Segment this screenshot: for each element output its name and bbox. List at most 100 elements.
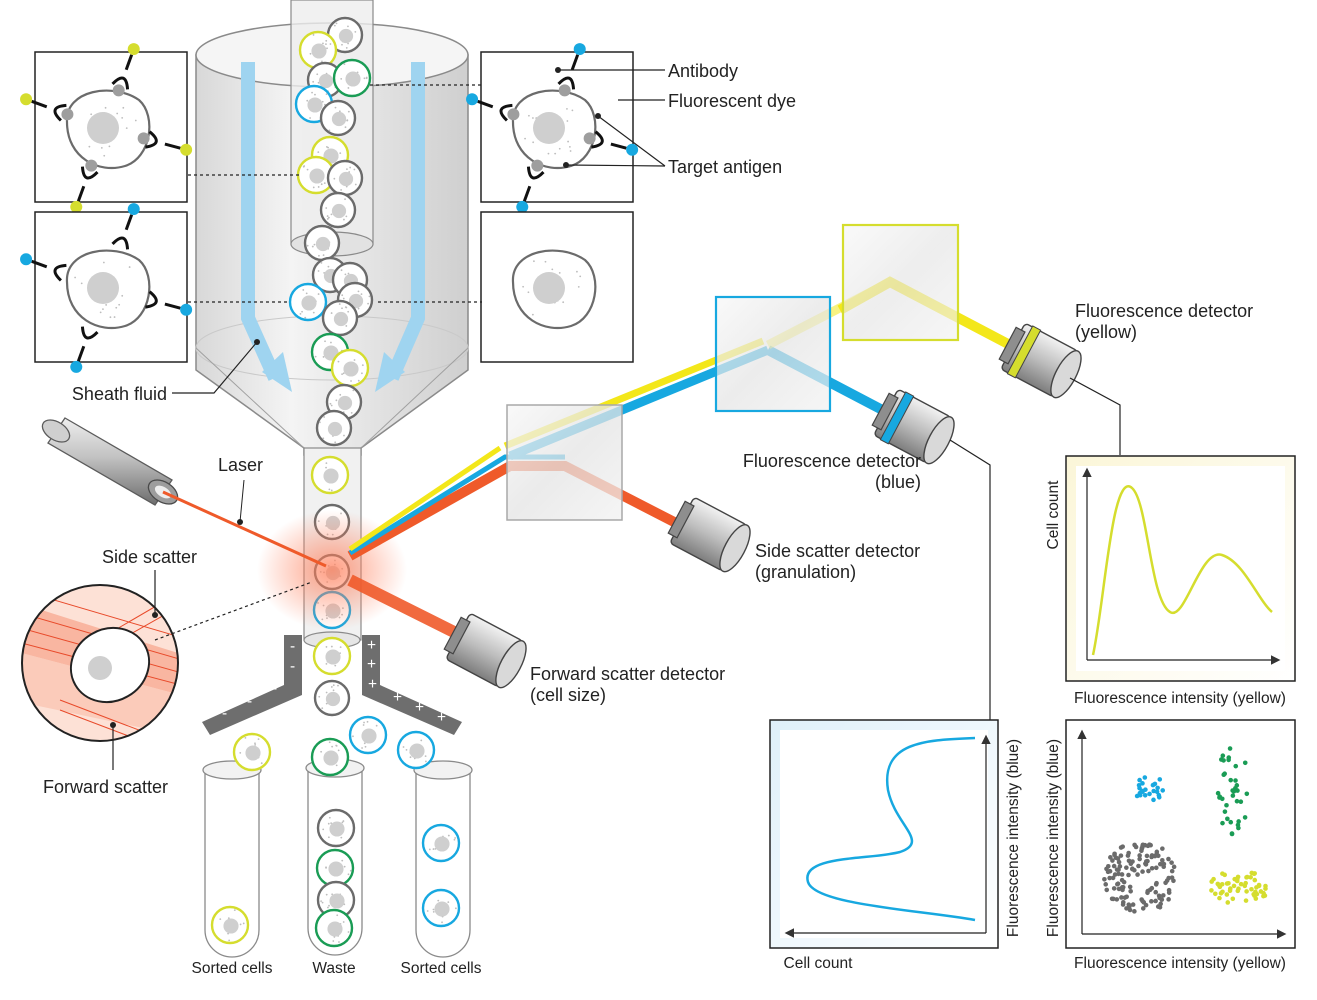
scatter-dot [1137, 856, 1142, 862]
scatter-dot [1261, 893, 1266, 899]
scatter-dot [1135, 872, 1140, 877]
scatter-dot [1169, 868, 1175, 874]
scatter-dot [1253, 896, 1259, 901]
cell [310, 455, 350, 495]
scatter-dot [1236, 825, 1241, 831]
scatter-dot [1140, 898, 1145, 904]
scatter-dot [1136, 782, 1142, 788]
scatter-dot [1158, 901, 1163, 907]
scatter-dot [1164, 878, 1170, 883]
deflection-plate-negative: - - - - - [202, 635, 302, 735]
target-antigen-label: Target antigen [668, 157, 782, 177]
scatter-dot [1231, 789, 1237, 794]
scatter-dot [1116, 871, 1121, 877]
scatter-dot [1136, 863, 1141, 869]
fluorescence-detector-blue-sublabel: (blue) [875, 472, 921, 492]
scatter-dot [1117, 864, 1123, 869]
scatter-dot [1157, 777, 1163, 782]
scatter-dot [1119, 872, 1125, 877]
scatter-zoom-circle [21, 584, 179, 742]
scatter-dot [1155, 785, 1160, 791]
scatter-dot [1160, 893, 1166, 898]
scatter-dot [1238, 881, 1244, 887]
cell [310, 737, 350, 777]
cell [421, 888, 461, 928]
yellow-hist-ylabel: Cell count [1045, 480, 1062, 550]
scatter-dot [1126, 902, 1132, 907]
scatter-dot [1248, 874, 1253, 880]
fluorescence-detector-yellow-sublabel: (yellow) [1075, 322, 1137, 342]
beam-splitter-3 [841, 223, 960, 342]
cell [319, 191, 357, 229]
scatter-dot [1160, 788, 1166, 793]
scatter-dot [1133, 844, 1139, 850]
scatter-dot [1166, 856, 1171, 862]
scatter-dot [1144, 853, 1150, 859]
plus-sign: + [367, 656, 376, 673]
sheath-flow-arrows [241, 62, 425, 381]
cell [348, 715, 388, 755]
scatter-dot [1228, 777, 1234, 783]
scatter-dot [1235, 888, 1241, 894]
scatter-dot [1127, 907, 1133, 913]
blue-hist-xlabel: Cell count [784, 955, 854, 972]
fluorescent-dye-label: Fluorescent dye [668, 91, 796, 111]
scatter-dot [1222, 771, 1227, 777]
scatter-dot [1140, 906, 1146, 911]
scatter-dot [1226, 757, 1231, 763]
cell [321, 299, 359, 337]
scatter-dot [1124, 865, 1129, 870]
scatter-dot [1111, 863, 1117, 869]
scatter-dot [1114, 897, 1120, 902]
scatter-dot [1126, 872, 1131, 878]
scatter-dot [1149, 865, 1155, 871]
scatter-dot [1244, 791, 1250, 797]
scatter-dot [1225, 816, 1230, 822]
scatter-dot [1149, 899, 1154, 904]
cell [315, 848, 355, 888]
scatter-dot [1137, 777, 1142, 783]
fluorescence-detector-yellow [998, 323, 1082, 399]
scatter-dot [1130, 866, 1135, 872]
scatter-dot [1252, 871, 1257, 876]
scatter-dot [1254, 885, 1259, 890]
scatter-dot [1230, 793, 1236, 798]
scatter-dots [1102, 746, 1268, 914]
side-scatter-label: Side scatter [102, 547, 197, 567]
laser-leader [239, 479, 245, 523]
scatter-dot [1263, 883, 1268, 889]
side-scatter-detector-label: Side scatter detector [755, 541, 920, 561]
cell [315, 409, 353, 447]
scatter-dot [1242, 815, 1248, 820]
blue-histogram-plot: Fluorescence intensity (blue) Cell count [769, 719, 1022, 972]
scatter-dot [1112, 852, 1117, 858]
scatter-dot [1216, 882, 1221, 888]
scatter-dot [1145, 843, 1151, 849]
scatter-dot [1230, 896, 1236, 902]
scatter-dot [1155, 853, 1161, 859]
scatter-dot [1134, 793, 1140, 799]
minus-sign: - [247, 693, 252, 710]
scatter-dot [1111, 886, 1117, 891]
scatter-dot [1147, 887, 1153, 893]
sheath-fluid-label: Sheath fluid [72, 384, 167, 404]
dot-scatter-plot: Fluorescence intensity (blue) Fluorescen… [1045, 719, 1296, 972]
scatter-dot [1151, 797, 1156, 803]
yellow-histogram-curve [1091, 485, 1273, 656]
scatter-dot [1224, 802, 1229, 808]
scatter-dot [1217, 794, 1223, 799]
scatter-dot [1127, 884, 1133, 890]
scatter-dot [1229, 831, 1235, 837]
scatter-dot [1152, 853, 1158, 859]
sheath-arrowhead-right [375, 352, 405, 392]
scatter-dot [1124, 894, 1129, 900]
minus-sign: - [222, 705, 227, 722]
scatter-dot [1154, 880, 1159, 886]
minus-sign: - [290, 638, 295, 655]
scatter-dot [1222, 809, 1228, 814]
cell [232, 732, 272, 772]
scatter-dot [1152, 781, 1158, 787]
scatter-dot [1220, 889, 1225, 895]
forward-scatter-detector-label: Forward scatter detector [530, 664, 725, 684]
scatter-dot [1238, 799, 1244, 805]
